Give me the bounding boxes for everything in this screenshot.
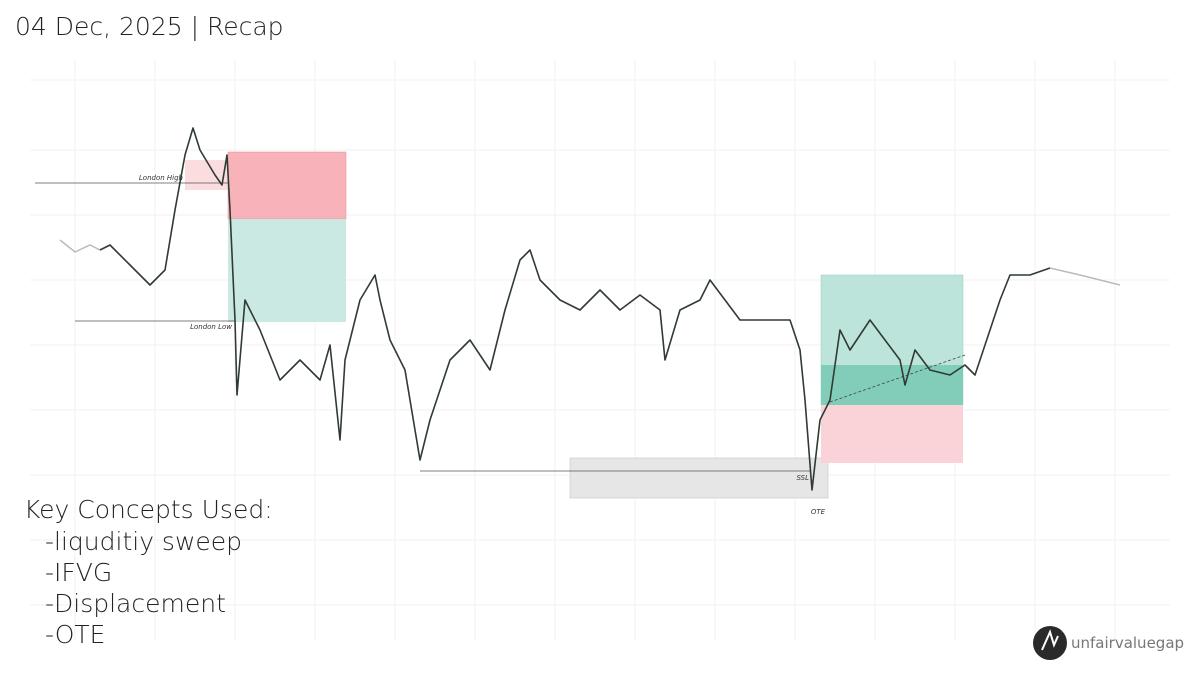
annotation: London High (139, 174, 183, 182)
concept-item: -IFVG (45, 558, 112, 587)
stop-zone (227, 151, 347, 220)
ssl-zone (569, 457, 829, 499)
price-path-faded (59, 239, 101, 253)
concept-item: -Displacement (45, 589, 226, 618)
target-zone (228, 219, 346, 322)
annotation: SSL (796, 474, 809, 482)
concepts-heading: Key Concepts Used: (24, 495, 273, 524)
price-path (99, 127, 1051, 491)
watermark-icon (1041, 629, 1059, 651)
watermark-logo (1033, 626, 1067, 660)
price-path-faded (1049, 267, 1121, 286)
watermark: unfairvaluegap (1071, 634, 1184, 652)
fvg-zone (185, 160, 228, 190)
concept-item: -liquditiy sweep (45, 527, 242, 556)
trend-line (829, 354, 966, 403)
entry-zone (821, 365, 963, 405)
grid (30, 60, 1170, 640)
concept-item: -OTE (45, 620, 105, 649)
title: 04 Dec, 2025 | Recap (15, 12, 284, 41)
annotation: OTE (811, 508, 826, 516)
annotation: London Low (190, 323, 232, 331)
stop-zone-2 (821, 405, 963, 463)
